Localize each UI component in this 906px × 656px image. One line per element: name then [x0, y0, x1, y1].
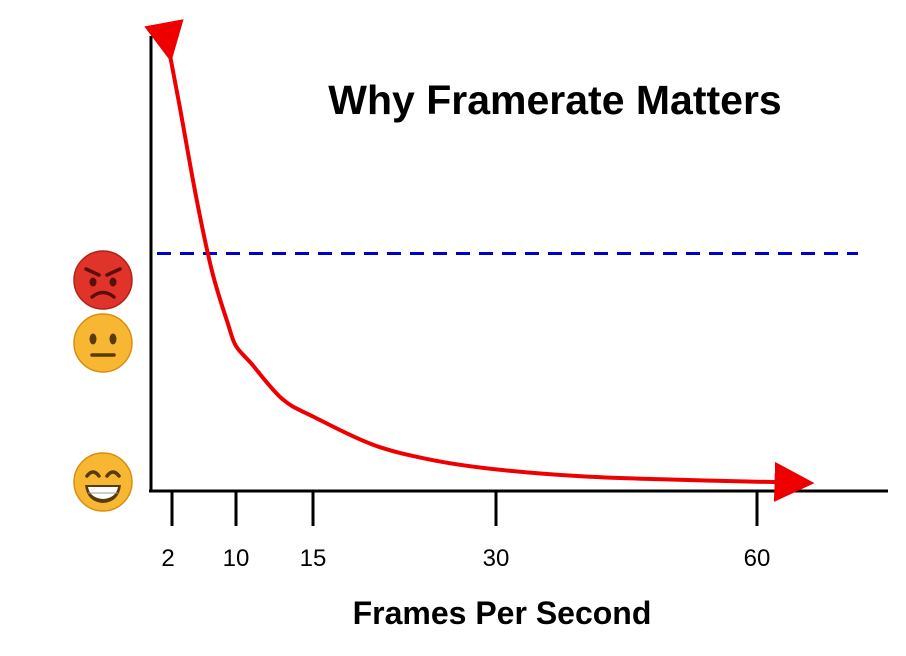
x-tick-label: 30 — [483, 545, 510, 572]
neutral-face-icon — [73, 313, 133, 373]
x-tick-label: 2 — [161, 545, 174, 572]
angry-face-icon — [73, 250, 133, 310]
x-axis-label: Frames Per Second — [353, 595, 652, 631]
x-tick-label: 10 — [223, 545, 250, 572]
x-tick-label: 15 — [300, 545, 327, 572]
chart-title: Why Framerate Matters — [328, 77, 781, 123]
grinning-face-icon — [73, 452, 133, 512]
series-line — [144, 19, 815, 502]
x-tick-labels: 2 10 15 30 60 — [161, 545, 770, 572]
x-tick-label: 60 — [744, 545, 771, 572]
x-ticks — [170, 492, 759, 526]
